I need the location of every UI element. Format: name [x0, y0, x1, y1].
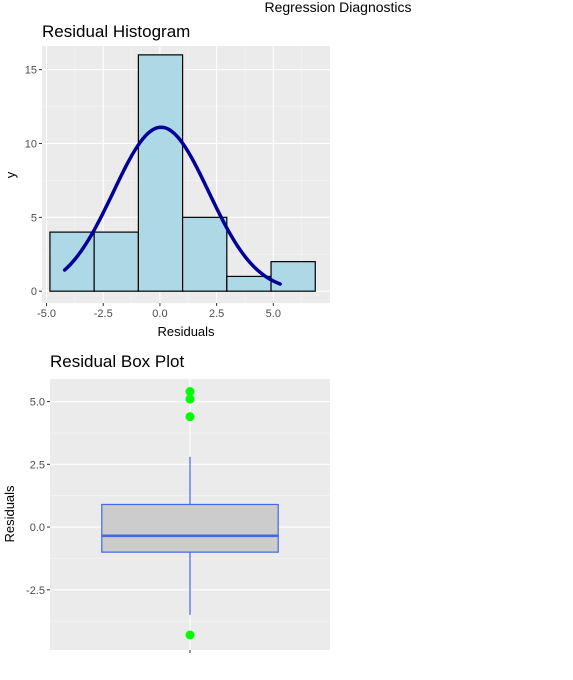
boxplot-body [101, 456, 279, 615]
histogram-bar [181, 216, 228, 292]
histogram-bar [226, 275, 272, 292]
histogram-y-axis-title: y [3, 171, 18, 178]
y-tick-label: 15 [25, 65, 37, 77]
histogram-bar [137, 54, 184, 292]
x-tick-label: 0.0 [152, 308, 167, 320]
y-tick-label: 5.0 [30, 397, 45, 409]
density-curve [62, 125, 282, 286]
outlier-point [185, 394, 195, 404]
boxplot-chart: Residual Box Plot -2.5 0.0 2.5 5.0 Residual… [2, 352, 330, 653]
histogram-title: Residual Histogram [42, 22, 190, 41]
histogram-x-axis-title: Residuals [157, 324, 215, 339]
histogram-bars [49, 54, 316, 292]
y-tick-label: 0 [31, 286, 37, 298]
x-tick-label: -2.5 [94, 308, 113, 320]
histogram-x-ticks: -5.0 -2.5 0.0 2.5 5.0 [37, 303, 281, 320]
histogram-bar [93, 231, 139, 292]
outlier-point [185, 630, 195, 640]
x-tick-label: 5.0 [266, 308, 281, 320]
x-tick-label: 2.5 [209, 308, 224, 320]
figure-title: Regression Diagnostics [264, 0, 411, 15]
y-tick-label: 5 [31, 212, 37, 224]
histogram-y-ticks: 0 5 10 15 [25, 65, 42, 298]
y-tick-label: -2.5 [26, 585, 45, 597]
y-tick-label: 2.5 [30, 459, 45, 471]
y-tick-label: 10 [25, 138, 37, 150]
outlier-point [185, 387, 195, 397]
boxplot-title: Residual Box Plot [50, 352, 184, 371]
outlier-point [185, 412, 195, 422]
boxplot-outliers [185, 387, 195, 653]
interquartile-box [101, 503, 279, 553]
y-tick-label: 0.0 [30, 522, 45, 534]
boxplot-y-ticks: -2.5 0.0 2.5 5.0 [26, 397, 50, 597]
histogram-bar [270, 261, 316, 292]
x-tick-label: -5.0 [37, 308, 56, 320]
histogram-chart: Residual Histogram -5.0 -2.5 0.0 2.5 5.0 0 5 1… [3, 22, 330, 339]
boxplot-y-axis-title: Residuals [2, 485, 17, 543]
